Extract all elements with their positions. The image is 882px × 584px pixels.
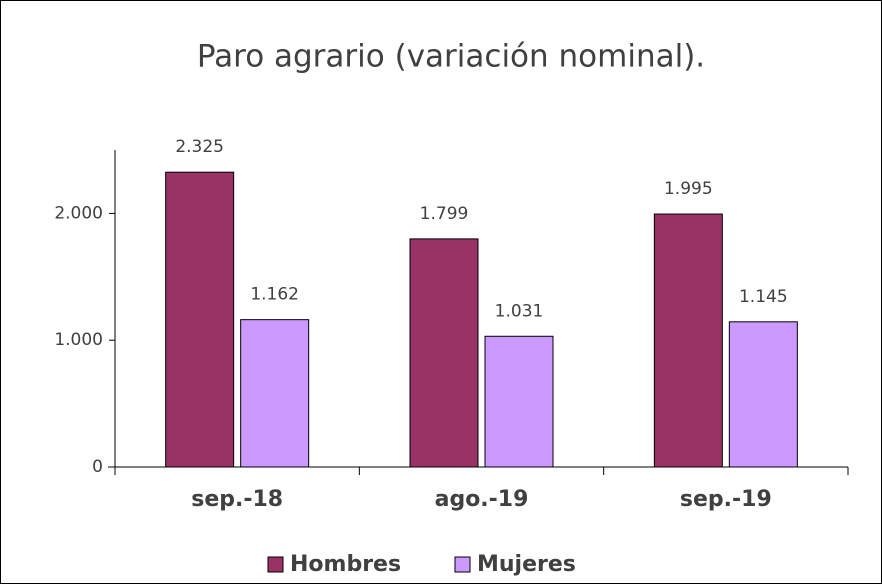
bar [653,213,723,468]
bar [728,321,798,468]
value-label: 1.031 [495,301,544,321]
bar [484,335,554,468]
bar [240,319,310,468]
y-tick-label: 1.000 [54,330,103,350]
value-label: 1.162 [250,285,299,305]
value-label: 1.145 [739,287,788,307]
legend-label: Mujeres [477,552,576,577]
legend-swatch [454,556,471,573]
x-tick-label: sep.-19 [680,487,772,512]
value-label: 2.325 [175,137,224,157]
bar [409,238,479,468]
legend-label: Hombres [290,552,401,577]
y-tick-label: 0 [92,457,103,477]
x-tick-label: ago.-19 [435,487,529,512]
x-tick-label: sep.-18 [191,487,283,512]
y-tick-label: 2.000 [54,203,103,223]
chart-title: Paro agrario (variación nominal). [197,39,705,75]
value-label: 1.995 [664,179,713,199]
bar [165,171,235,468]
legend-swatch [267,556,284,573]
value-label: 1.799 [420,204,469,224]
